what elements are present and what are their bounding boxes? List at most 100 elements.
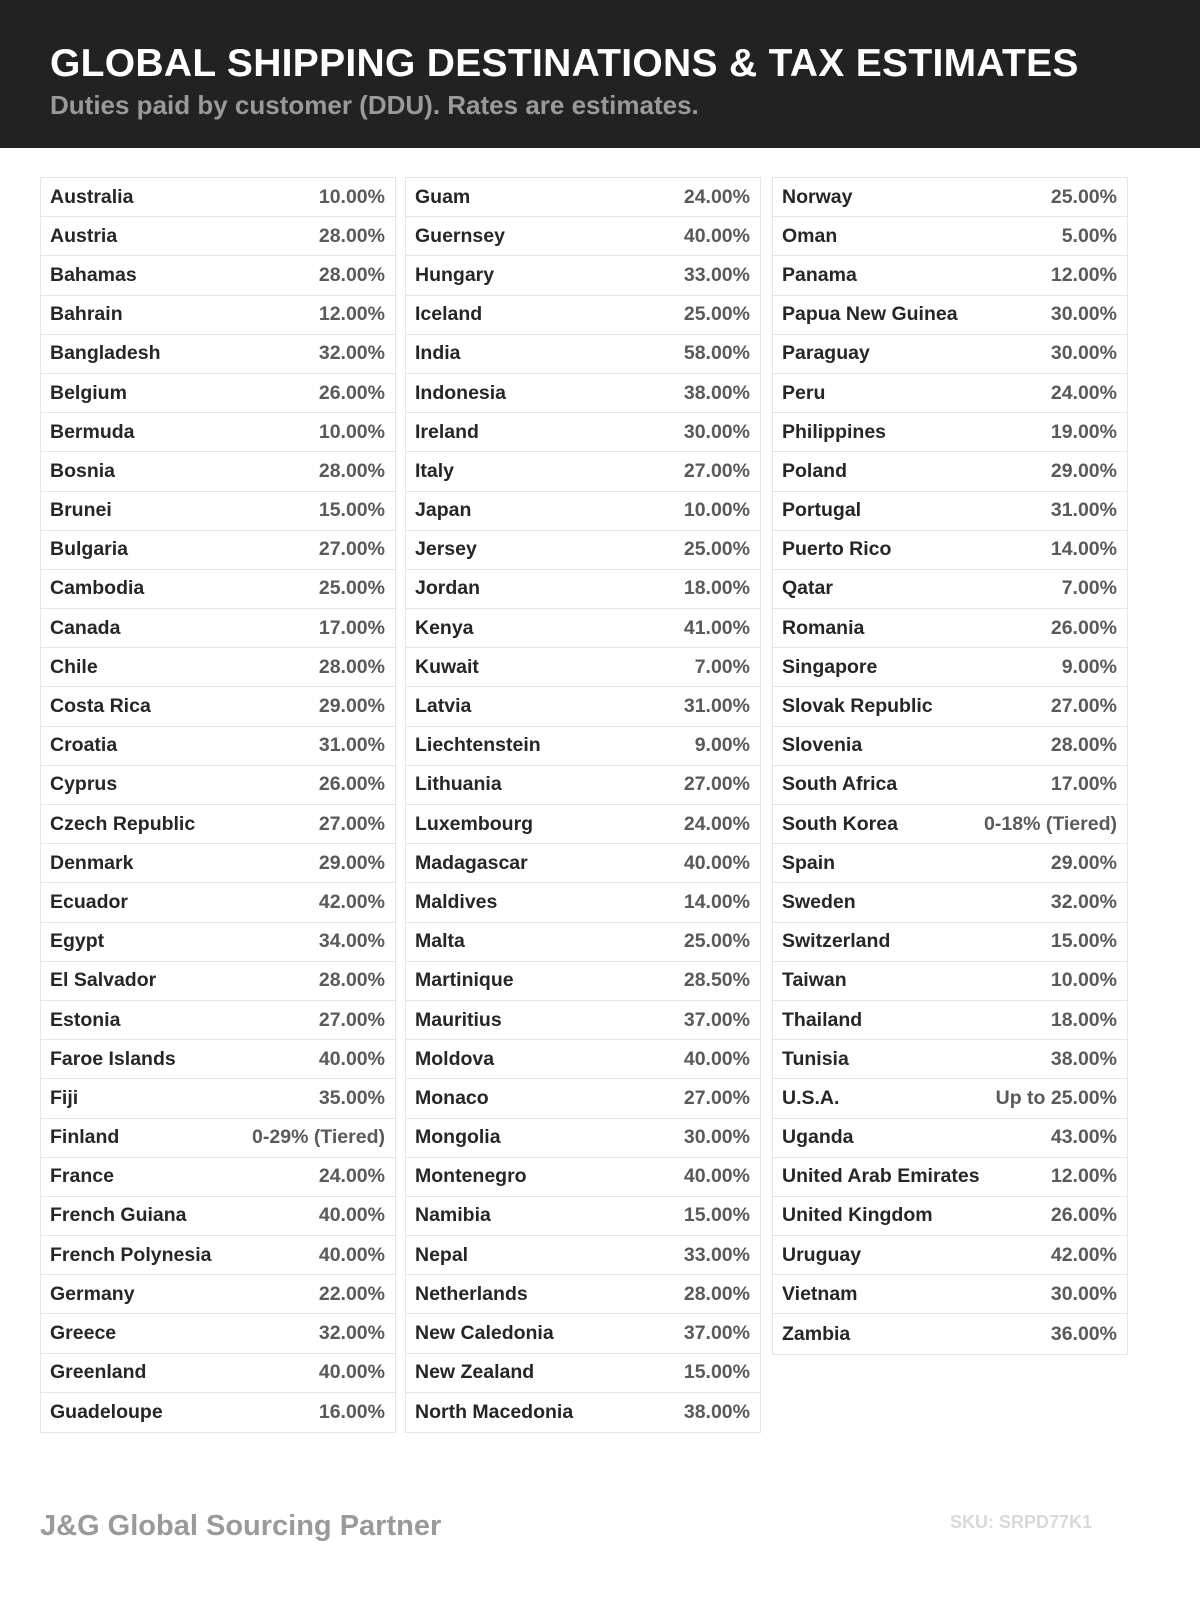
country-name: Uganda [782, 1126, 854, 1149]
tax-rate: 28.50% [683, 969, 750, 992]
table-row: Finland 0-29% (Tiered) [41, 1119, 395, 1158]
brand-name: J&G Global Sourcing Partner [40, 1510, 442, 1542]
tax-rate: 9.00% [1061, 655, 1117, 678]
country-name: Costa Rica [50, 695, 151, 718]
tax-rate: 40.00% [318, 1361, 385, 1384]
table-row: Philippines 19.00% [773, 413, 1127, 453]
country-name: Fiji [50, 1086, 79, 1109]
table-row: Peru 24.00% [773, 374, 1127, 414]
tax-rate: 9.00% [694, 734, 750, 757]
tax-rate: 25.00% [683, 538, 750, 561]
country-name: Bahrain [50, 303, 123, 326]
country-name: Sweden [782, 890, 856, 913]
tax-rate: 43.00% [1050, 1126, 1117, 1149]
country-name: Guadeloupe [50, 1400, 163, 1423]
table-row: Italy 27.00% [406, 452, 760, 492]
country-name: Qatar [782, 577, 833, 600]
page-title: GLOBAL SHIPPING DESTINATIONS & TAX ESTIM… [50, 42, 1079, 85]
table-row: Hungary 33.00% [406, 256, 760, 296]
tax-rate: 0-29% (Tiered) [252, 1126, 385, 1149]
tax-rate: 25.00% [683, 303, 750, 326]
country-name: Bangladesh [50, 342, 161, 365]
table-row: Ecuador 42.00% [41, 883, 395, 923]
table-row: Singapore 9.00% [773, 648, 1127, 688]
table-row: El Salvador 28.00% [41, 962, 395, 1001]
country-name: Liechtenstein [415, 734, 541, 757]
country-name: French Guiana [50, 1204, 187, 1227]
table-row: Japan 10.00% [406, 492, 760, 531]
tax-rate: 40.00% [683, 1047, 750, 1070]
country-name: Spain [782, 851, 836, 874]
table-row: Greece 32.00% [41, 1314, 395, 1354]
tax-rate: 24.00% [1050, 381, 1117, 404]
table-row: Kenya 41.00% [406, 609, 760, 649]
table-row: Faroe Islands 40.00% [41, 1040, 395, 1080]
tax-rate: 27.00% [318, 1008, 385, 1031]
header-banner: GLOBAL SHIPPING DESTINATIONS & TAX ESTIM… [0, 0, 1200, 148]
country-name: India [415, 342, 461, 365]
rates-column-1: Australia 10.00% Austria 28.00% Bahamas 28.00… [40, 177, 396, 1433]
table-row: Luxembourg 24.00% [406, 805, 760, 845]
tax-rate: 31.00% [683, 695, 750, 718]
table-row: Madagascar 40.00% [406, 844, 760, 884]
tax-rate: 30.00% [1050, 342, 1117, 365]
table-row: Zambia 36.00% [773, 1314, 1127, 1353]
country-name: Singapore [782, 655, 878, 678]
country-name: Croatia [50, 734, 118, 757]
tax-rate: 31.00% [1050, 499, 1117, 522]
tax-rate: 28.00% [318, 969, 385, 992]
country-name: Belgium [50, 381, 127, 404]
table-row: Jersey 25.00% [406, 531, 760, 570]
country-name: Germany [50, 1282, 135, 1305]
table-row: Puerto Rico 14.00% [773, 531, 1127, 570]
tax-rate: 28.00% [318, 224, 385, 247]
tax-rate: 27.00% [1050, 695, 1117, 718]
country-name: Thailand [782, 1008, 863, 1031]
country-name: Uruguay [782, 1243, 862, 1266]
tax-rate: 27.00% [318, 538, 385, 561]
country-name: Bahamas [50, 263, 137, 286]
country-name: Kuwait [415, 655, 479, 678]
tax-rate: 40.00% [683, 224, 750, 247]
tax-rate: 28.00% [318, 655, 385, 678]
country-name: New Zealand [415, 1361, 535, 1384]
country-name: Papua New Guinea [782, 303, 958, 326]
tax-rate: 37.00% [683, 1322, 750, 1345]
table-row: Australia 10.00% [41, 178, 395, 218]
tax-rate: 42.00% [318, 890, 385, 913]
country-name: South Korea [782, 812, 898, 835]
tax-rate: 30.00% [683, 420, 750, 443]
country-name: Faroe Islands [50, 1047, 176, 1070]
table-row: Malta 25.00% [406, 923, 760, 962]
tax-rate: 33.00% [683, 263, 750, 286]
table-row: North Macedonia 38.00% [406, 1393, 760, 1432]
table-row: Estonia 27.00% [41, 1001, 395, 1041]
tax-rate: 25.00% [1050, 185, 1117, 208]
table-row: Kuwait 7.00% [406, 648, 760, 688]
table-row: Bosnia 28.00% [41, 452, 395, 492]
table-row: France 24.00% [41, 1158, 395, 1197]
country-name: Latvia [415, 695, 472, 718]
tax-rate: 36.00% [1050, 1322, 1117, 1345]
country-name: Montenegro [415, 1165, 527, 1188]
tax-rate: 32.00% [318, 1322, 385, 1345]
rates-column-3: Norway 25.00% Oman 5.00% Panama 12.00% Papua N… [772, 177, 1128, 1355]
tax-rate: 29.00% [318, 695, 385, 718]
country-name: United Kingdom [782, 1204, 933, 1227]
country-name: France [50, 1165, 114, 1188]
tax-rate: 17.00% [1050, 773, 1117, 796]
country-name: Guam [415, 185, 471, 208]
country-name: North Macedonia [415, 1400, 574, 1423]
tax-rate: Up to 25.00% [995, 1086, 1117, 1109]
table-row: Egypt 34.00% [41, 923, 395, 962]
table-row: Bahamas 28.00% [41, 256, 395, 296]
table-row: South Korea 0-18% (Tiered) [773, 805, 1127, 845]
country-name: Switzerland [782, 930, 891, 953]
country-name: Nepal [415, 1243, 469, 1266]
country-name: Norway [782, 185, 853, 208]
country-name: Netherlands [415, 1282, 528, 1305]
country-name: South Africa [782, 773, 898, 796]
tax-rate: 10.00% [318, 420, 385, 443]
country-name: Martinique [415, 969, 514, 992]
sku-label: SKU: SRPD77K1 [950, 1512, 1093, 1532]
